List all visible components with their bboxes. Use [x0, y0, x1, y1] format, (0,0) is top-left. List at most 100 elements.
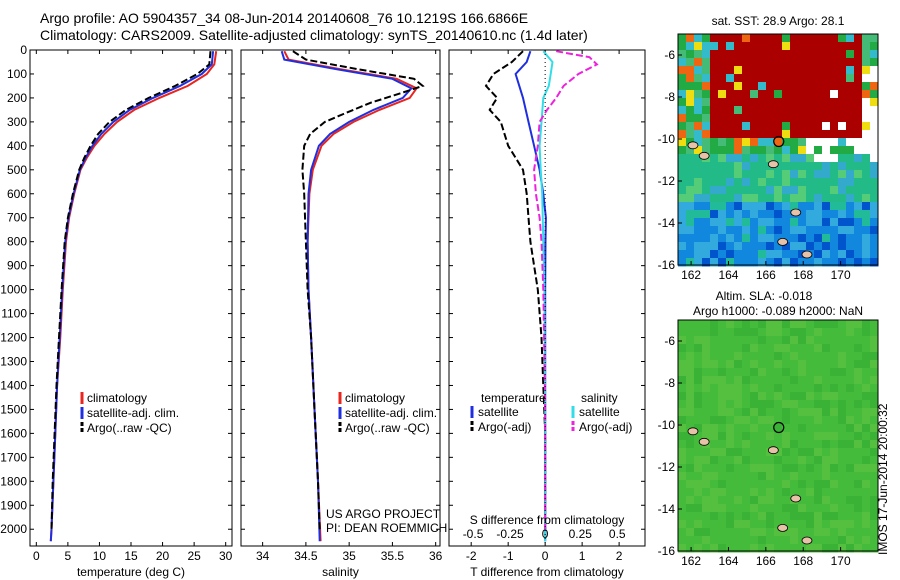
- y-tick-label: 800: [7, 235, 27, 249]
- map-cell: [862, 344, 871, 353]
- map-cell: [798, 170, 807, 179]
- map-cell: [750, 408, 759, 417]
- map-cell: [870, 520, 879, 529]
- map-cell: [854, 106, 863, 115]
- map-cell: [846, 528, 855, 537]
- map-cell: [798, 528, 807, 537]
- map-cell: [782, 106, 791, 115]
- map-cell: [694, 186, 703, 195]
- map-cell: [710, 320, 719, 329]
- map-cell: [774, 162, 783, 171]
- map-cell: [862, 480, 871, 489]
- map-cell: [870, 82, 879, 91]
- y-tick-label: -8: [664, 376, 675, 390]
- map-cell: [822, 98, 831, 107]
- map-cell: [678, 114, 687, 123]
- map-cell: [838, 162, 847, 171]
- map-cell: [862, 448, 871, 457]
- map-cell: [750, 82, 759, 91]
- map-cell: [766, 376, 775, 385]
- map-cell: [694, 122, 703, 131]
- legend-title: temperature: [481, 391, 546, 405]
- map-cell: [862, 202, 871, 211]
- map-cell: [742, 344, 751, 353]
- map-cell: [766, 408, 775, 417]
- map-cell: [742, 154, 751, 163]
- map-cell: [798, 146, 807, 155]
- map-cell: [870, 106, 879, 115]
- map-cell: [758, 344, 767, 353]
- map-cell: [870, 170, 879, 179]
- map-cell: [822, 170, 831, 179]
- map-cell: [742, 234, 751, 243]
- map-cell: [750, 320, 759, 329]
- map-cell: [750, 456, 759, 465]
- map-cell: [870, 416, 879, 425]
- y-tick-label: 1200: [0, 331, 27, 345]
- map-cell: [822, 528, 831, 537]
- map-cell: [742, 178, 751, 187]
- map-cell: [782, 528, 791, 537]
- map-cell: [694, 544, 703, 553]
- map-cell: [830, 408, 839, 417]
- map-cell: [830, 226, 839, 235]
- map-cell: [798, 472, 807, 481]
- map-cell: [854, 226, 863, 235]
- map-cell: [782, 432, 791, 441]
- map-cell: [838, 130, 847, 139]
- map-cell: [742, 130, 751, 139]
- map-cell: [774, 328, 783, 337]
- series-line: [283, 50, 419, 542]
- map-cell: [774, 74, 783, 83]
- map-cell: [846, 464, 855, 473]
- map-cell: [766, 130, 775, 139]
- map-cell: [798, 416, 807, 425]
- map-cell: [758, 138, 767, 147]
- map-cell: [710, 210, 719, 219]
- map-cell: [702, 210, 711, 219]
- map-cell: [870, 544, 879, 553]
- map-cell: [702, 58, 711, 67]
- map-cell: [854, 360, 863, 369]
- island-shape: [767, 446, 779, 455]
- map-cell: [734, 98, 743, 107]
- map-cell: [822, 218, 831, 227]
- map-cell: [830, 456, 839, 465]
- map-cell: [710, 416, 719, 425]
- map-cell: [798, 58, 807, 67]
- map-cell: [702, 178, 711, 187]
- map-cell: [742, 170, 751, 179]
- map-cell: [694, 432, 703, 441]
- map-cell: [854, 520, 863, 529]
- y-tick-label: -12: [658, 174, 676, 188]
- map-cell: [742, 352, 751, 361]
- map-cell: [846, 202, 855, 211]
- map-cell: [710, 162, 719, 171]
- map-cell: [694, 352, 703, 361]
- map-cell: [710, 122, 719, 131]
- y-tick-label: 0: [20, 43, 27, 57]
- map-cell: [854, 376, 863, 385]
- map-cell: [838, 210, 847, 219]
- map-cell: [790, 130, 799, 139]
- map-cell: [806, 114, 815, 123]
- y-tick-label: -10: [658, 418, 676, 432]
- map-cell: [686, 360, 695, 369]
- map-cell: [726, 352, 735, 361]
- map-cell: [710, 496, 719, 505]
- map-cell: [806, 186, 815, 195]
- map-cell: [846, 154, 855, 163]
- map-cell: [782, 170, 791, 179]
- map-cell: [798, 106, 807, 115]
- map-cell: [846, 90, 855, 99]
- map-cell: [678, 218, 687, 227]
- map-cell: [750, 448, 759, 457]
- map-cell: [782, 456, 791, 465]
- map-cell: [758, 178, 767, 187]
- map-cell: [702, 170, 711, 179]
- map-cell: [726, 344, 735, 353]
- map-cell: [854, 130, 863, 139]
- map-cell: [846, 130, 855, 139]
- map-cell: [862, 352, 871, 361]
- y-tick-label: 1100: [1, 307, 27, 321]
